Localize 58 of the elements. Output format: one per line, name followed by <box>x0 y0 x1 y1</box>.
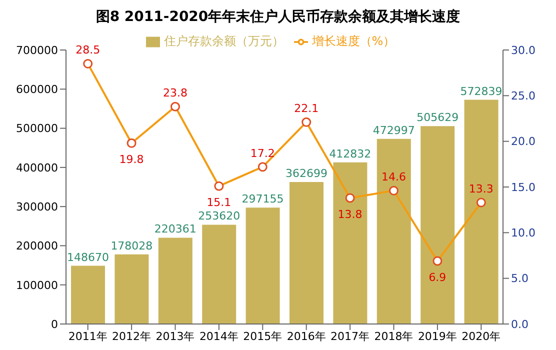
data-label: 28.5 <box>76 44 100 57</box>
data-label: 572839 <box>460 84 502 98</box>
bar <box>290 182 324 324</box>
data-label: 253620 <box>198 210 240 223</box>
y2-tick-label: 15.0 <box>511 180 536 194</box>
bar <box>246 208 280 324</box>
y2-tick-label: 5.0 <box>511 272 528 286</box>
bar <box>71 266 105 324</box>
bar <box>376 138 411 324</box>
bar <box>202 224 236 324</box>
data-label: 220361 <box>154 222 196 236</box>
data-label: 22.1 <box>294 102 319 116</box>
legend-label: 增长速度（%） <box>312 34 396 48</box>
legend-label: 住户存款余额（万元） <box>164 34 284 48</box>
data-label: 362699 <box>286 167 328 180</box>
bar <box>114 254 149 324</box>
y-tick-label: 300000 <box>16 200 58 214</box>
data-label: 412832 <box>329 147 372 160</box>
y-tick-label: 200000 <box>16 240 58 253</box>
x-tick-label: 2020年 <box>462 330 501 343</box>
y-tick-label: 0 <box>51 318 58 331</box>
x-tick-label: 2018年 <box>374 330 414 343</box>
x-tick-label: 2014年 <box>199 330 238 343</box>
data-label: 19.8 <box>119 153 144 166</box>
y2-tick-label: 0.0 <box>511 318 528 331</box>
y-tick-label: 700000 <box>16 44 58 57</box>
data-label: 23.8 <box>163 86 188 100</box>
data-label: 13.8 <box>338 208 362 221</box>
data-label: 148670 <box>67 250 109 264</box>
y2-tick-label: 20.0 <box>511 135 536 148</box>
x-tick-label: 2013年 <box>156 330 195 343</box>
y-tick-label: 500000 <box>16 122 58 136</box>
data-label: 17.2 <box>250 146 275 160</box>
data-label: 297155 <box>242 192 284 206</box>
y2-tick-label: 25.0 <box>511 90 536 103</box>
data-label: 6.9 <box>428 270 446 284</box>
y-tick-label: 600000 <box>16 83 58 96</box>
data-label: 15.1 <box>206 196 232 210</box>
chart-title: 图8 2011-2020年年末住户人民币存款余额及其增长速度 <box>94 8 462 27</box>
data-label: 178028 <box>110 239 153 252</box>
bar <box>333 162 368 324</box>
data-label: 14.6 <box>382 170 406 184</box>
bar <box>158 238 192 324</box>
y-tick-label: 400000 <box>16 161 58 174</box>
x-tick-label: 2019年 <box>418 330 457 343</box>
x-tick-label: 2015年 <box>243 330 282 343</box>
data-label: 472997 <box>372 124 415 137</box>
x-tick-label: 2017年 <box>330 330 370 343</box>
y2-tick-label: 10.0 <box>511 226 536 240</box>
x-tick-label: 2012年 <box>112 330 152 343</box>
data-label: 505629 <box>416 111 459 124</box>
y2-tick-label: 30.0 <box>511 44 536 57</box>
data-label: 13.3 <box>468 182 494 196</box>
bar <box>464 100 498 324</box>
x-tick-label: 2011年 <box>68 330 108 343</box>
x-tick-label: 2016年 <box>286 330 326 343</box>
bar <box>420 126 455 324</box>
y-tick-label: 100000 <box>16 278 58 292</box>
